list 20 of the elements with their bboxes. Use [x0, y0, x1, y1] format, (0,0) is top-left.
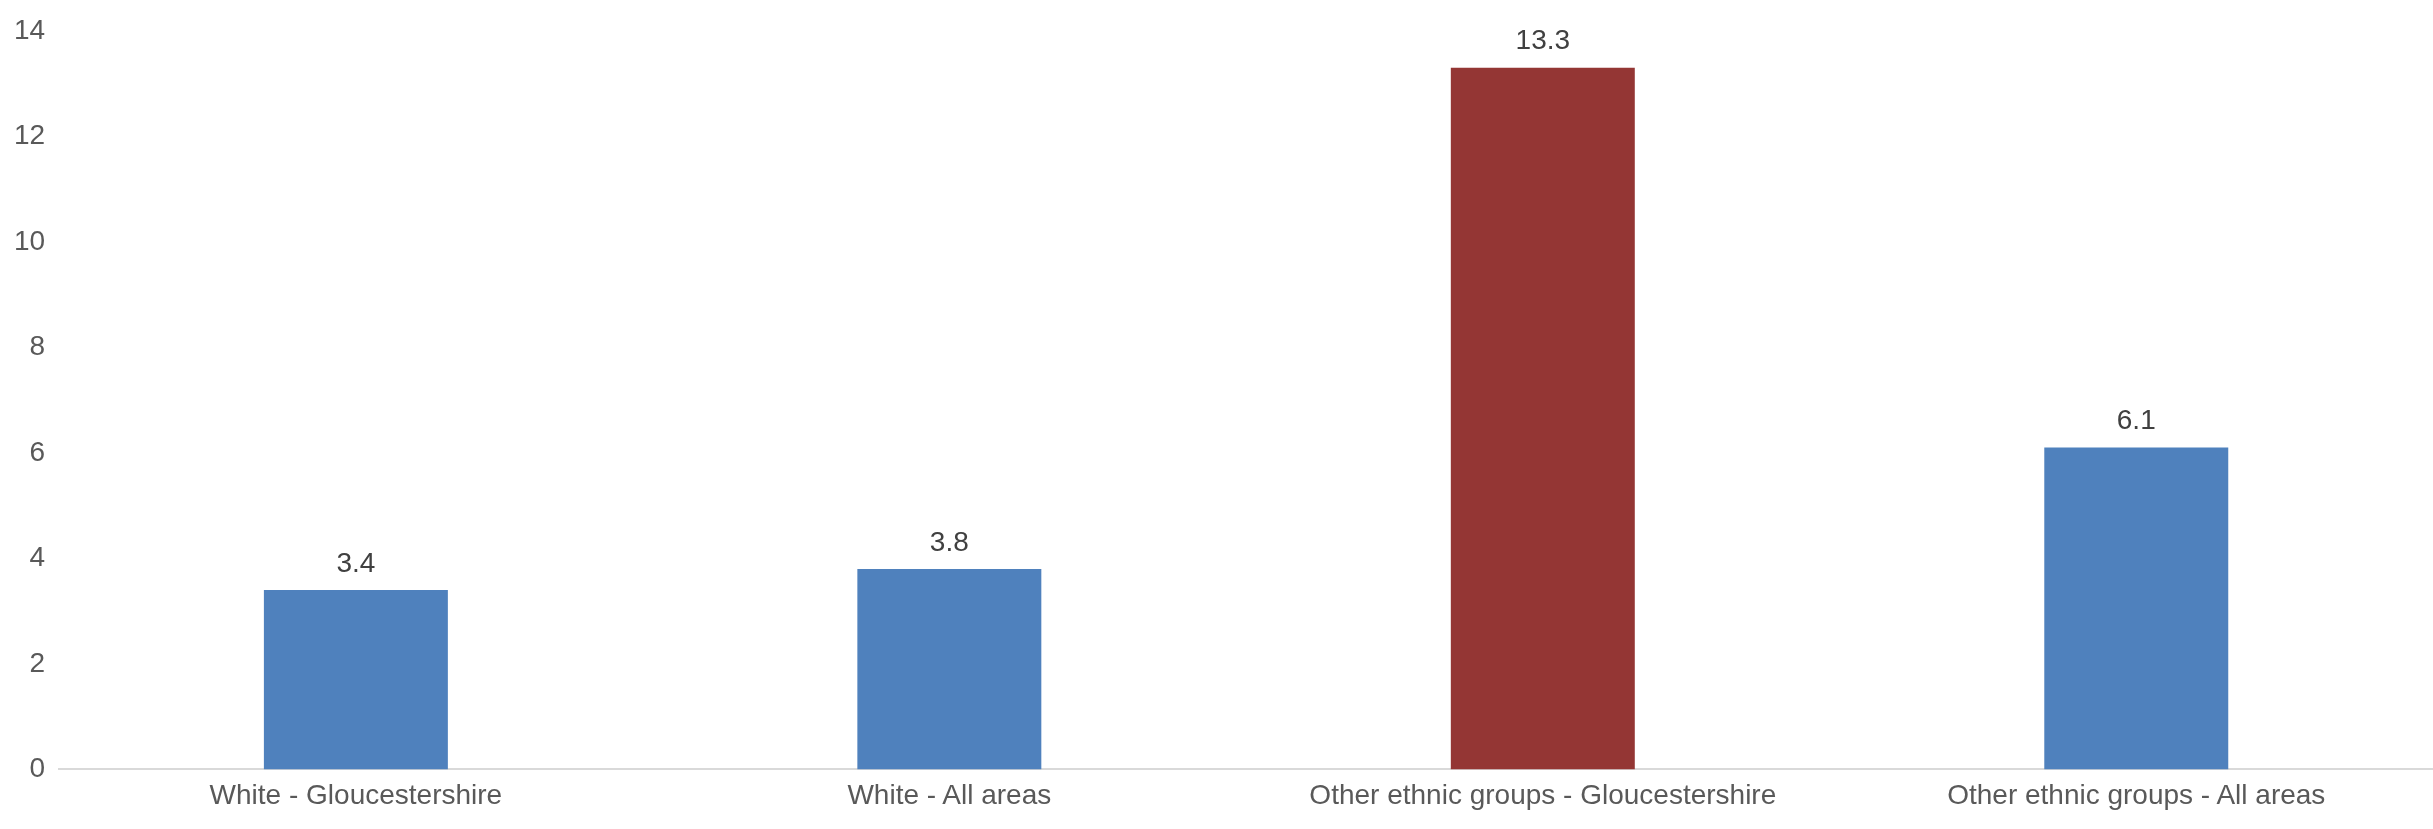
- y-tick-label: 12: [13, 119, 46, 151]
- x-tick-label: White - All areas: [847, 778, 1052, 810]
- bar: [263, 590, 448, 770]
- y-tick-label: 6: [29, 435, 46, 467]
- data-label: 13.3: [1515, 24, 1571, 56]
- y-tick-label: 8: [29, 330, 46, 362]
- y-tick-label: 14: [13, 13, 46, 45]
- x-tick-label: Other ethnic groups - All areas: [1947, 778, 2326, 810]
- x-tick-label: White - Gloucestershire: [209, 778, 503, 810]
- data-label: 3.4: [336, 546, 376, 578]
- bar: [2044, 447, 2229, 770]
- data-label: 6.1: [2116, 404, 2156, 436]
- data-label: 3.8: [929, 525, 969, 557]
- y-tick-label: 0: [29, 752, 46, 784]
- bar: [857, 568, 1042, 770]
- y-tick-label: 2: [29, 646, 46, 678]
- x-tick-label: Other ethnic groups - Gloucestershire: [1309, 778, 1777, 810]
- y-tick-label: 10: [13, 224, 46, 256]
- y-tick-label: 4: [29, 541, 46, 573]
- bar: [1450, 67, 1635, 770]
